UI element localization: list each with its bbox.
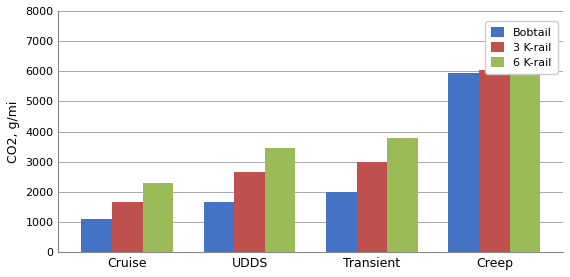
Bar: [234, 172, 265, 252]
Bar: [203, 202, 234, 252]
Bar: [112, 202, 142, 252]
Bar: [357, 162, 387, 252]
Bar: [510, 59, 540, 252]
Bar: [142, 183, 173, 252]
Bar: [479, 70, 510, 252]
Bar: [387, 138, 418, 252]
Y-axis label: CO2, g/mi: CO2, g/mi: [7, 100, 20, 163]
Bar: [82, 219, 112, 252]
Legend: Bobtail, 3 K-rail, 6 K-rail: Bobtail, 3 K-rail, 6 K-rail: [485, 21, 557, 74]
Bar: [265, 148, 295, 252]
Bar: [326, 192, 357, 252]
Bar: [449, 73, 479, 252]
